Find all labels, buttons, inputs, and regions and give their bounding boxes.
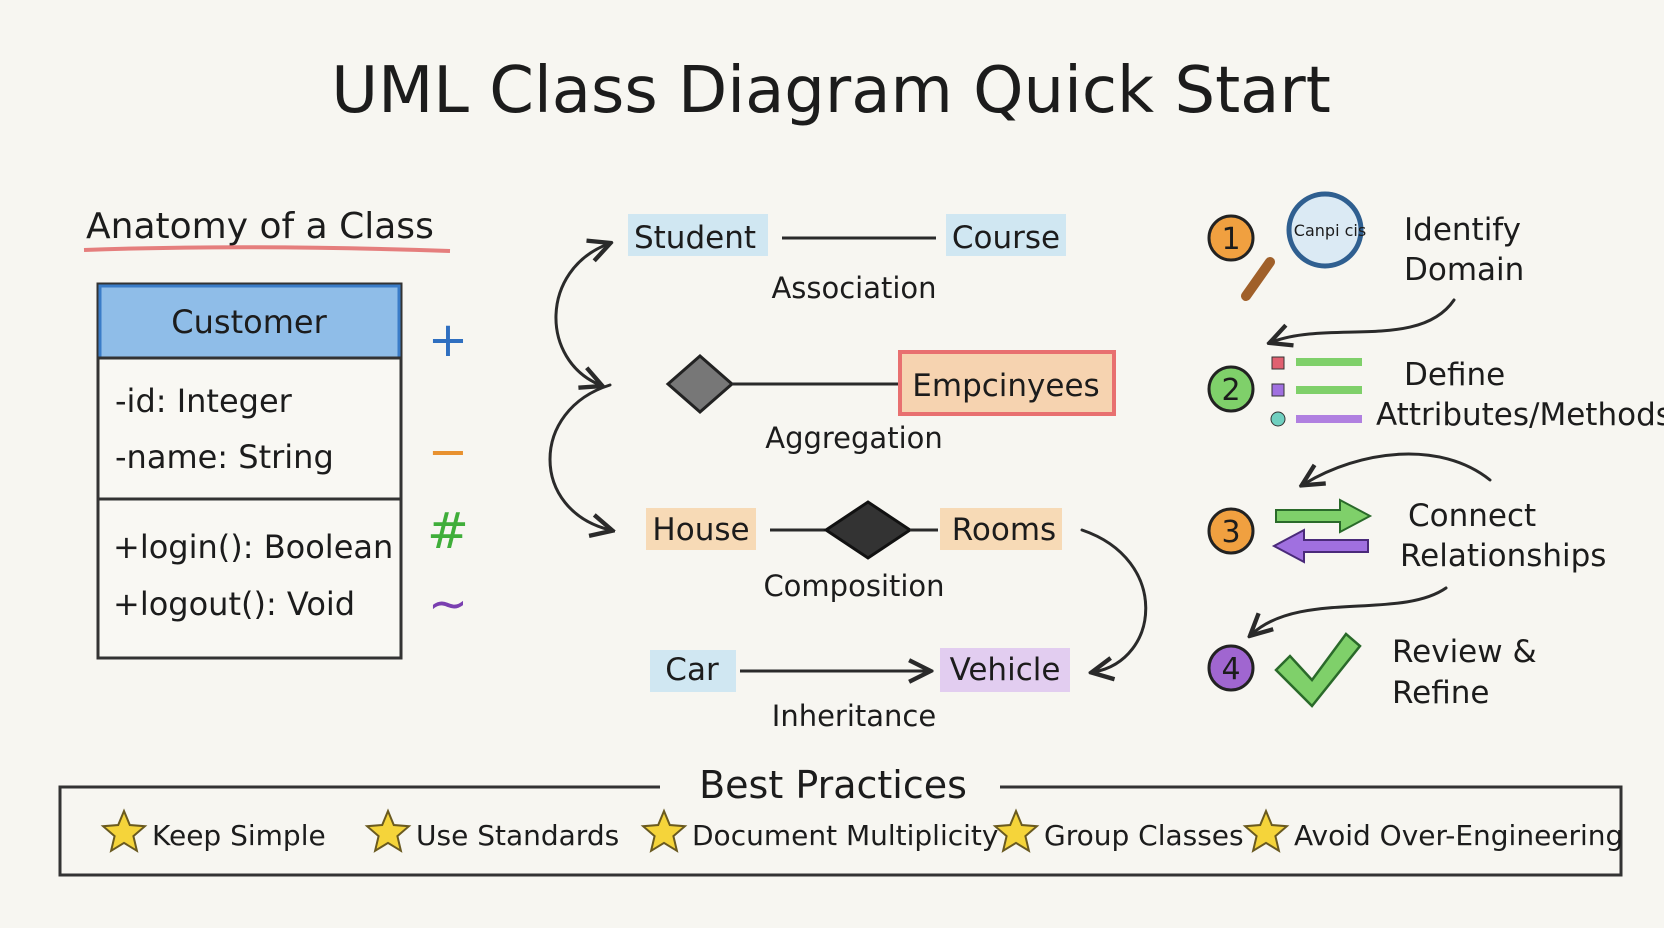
- class-house: House: [652, 512, 749, 548]
- star-icon: [640, 808, 688, 853]
- class-vehicle: Vehicle: [950, 652, 1061, 688]
- arrows-icon: [1271, 498, 1373, 564]
- step-number: 3: [1221, 515, 1240, 550]
- step-2: 2 Define Attributes/Methods: [1207, 356, 1664, 484]
- class-employees: Empcinyees: [912, 368, 1099, 404]
- step-text: Identify: [1404, 212, 1521, 248]
- best-practice-item: Avoid Over-Engineering: [1294, 819, 1623, 852]
- best-practices-heading: Best Practices: [699, 763, 967, 807]
- inheritance-label: Inheritance: [772, 699, 936, 733]
- attribute: -name: String: [115, 438, 334, 476]
- star-icon: [1242, 808, 1290, 853]
- heading-underline: [83, 245, 451, 253]
- step-number: 4: [1221, 652, 1240, 687]
- star-icon: [100, 808, 148, 853]
- best-practice-item: Document Multiplicity: [692, 819, 998, 852]
- step-number: 2: [1221, 373, 1240, 408]
- visibility-package: ~: [428, 576, 468, 632]
- checkmark-icon: [1274, 632, 1362, 708]
- composition-label: Composition: [763, 569, 944, 603]
- anatomy-heading: Anatomy of a Class: [86, 206, 434, 247]
- composition-diamond: [823, 500, 913, 560]
- class-box-highlight: [898, 350, 1116, 416]
- relationships-section: Student Course Association Empcinyees Ag…: [548, 214, 1148, 733]
- curved-arrow: [1080, 528, 1148, 672]
- best-practices-section: Best Practices Keep Simple Use Standards D…: [58, 763, 1623, 877]
- method: +login(): Boolean: [113, 528, 393, 566]
- curved-arrow: [1252, 586, 1448, 634]
- curved-arrow: [1304, 452, 1492, 484]
- class-box: Customer -id: Integer -name: String +log…: [96, 282, 403, 660]
- step-text: Domain: [1404, 252, 1524, 288]
- curved-arrow: [1272, 298, 1456, 342]
- class-student: Student: [634, 220, 756, 256]
- page-title: UML Class Diagram Quick Start: [331, 54, 1331, 128]
- aggregation-label: Aggregation: [765, 421, 943, 455]
- star-icon: [364, 808, 412, 853]
- steps-section: 1 Canpi cis Identify Domain 2 Define A: [1207, 191, 1664, 711]
- step-number: 1: [1221, 222, 1240, 257]
- step-1: 1 Canpi cis Identify Domain: [1207, 191, 1524, 342]
- class-rooms: Rooms: [952, 512, 1056, 548]
- step-text: Relationships: [1400, 538, 1606, 574]
- aggregation-diamond: [665, 354, 735, 414]
- attribute: -id: Integer: [115, 382, 293, 420]
- class-name: Customer: [171, 303, 327, 341]
- visibility-public: +: [428, 312, 468, 368]
- step-text: Review &: [1392, 634, 1537, 670]
- visibility-protected: #: [427, 502, 469, 560]
- list-icon: [1270, 356, 1362, 427]
- step-text: Define: [1404, 357, 1505, 393]
- method: +logout(): Void: [113, 585, 355, 623]
- best-practices-frame: [58, 785, 1623, 877]
- curved-arrow: [554, 244, 608, 385]
- association-label: Association: [771, 271, 936, 305]
- best-practice-item: Keep Simple: [152, 819, 326, 852]
- step-text: Refine: [1392, 675, 1489, 711]
- curved-arrow: [548, 383, 610, 530]
- class-course: Course: [952, 220, 1060, 256]
- step-text: Attributes/Methods: [1376, 397, 1664, 433]
- class-header: [98, 284, 401, 360]
- best-practice-item: Use Standards: [416, 819, 619, 852]
- star-icon: [992, 808, 1040, 853]
- anatomy-section: Anatomy of a Class Customer -id: Integer…: [83, 206, 469, 660]
- class-car: Car: [665, 652, 719, 688]
- magnifier-text: Canpi cis: [1294, 221, 1366, 240]
- step-3: 3 Connect Relationships: [1207, 498, 1606, 634]
- best-practice-item: Group Classes: [1044, 819, 1244, 852]
- step-4: 4 Review & Refine: [1207, 632, 1537, 711]
- magnifier-icon: Canpi cis: [1241, 191, 1366, 301]
- visibility-private: −: [428, 424, 468, 480]
- step-text: Connect: [1408, 498, 1536, 534]
